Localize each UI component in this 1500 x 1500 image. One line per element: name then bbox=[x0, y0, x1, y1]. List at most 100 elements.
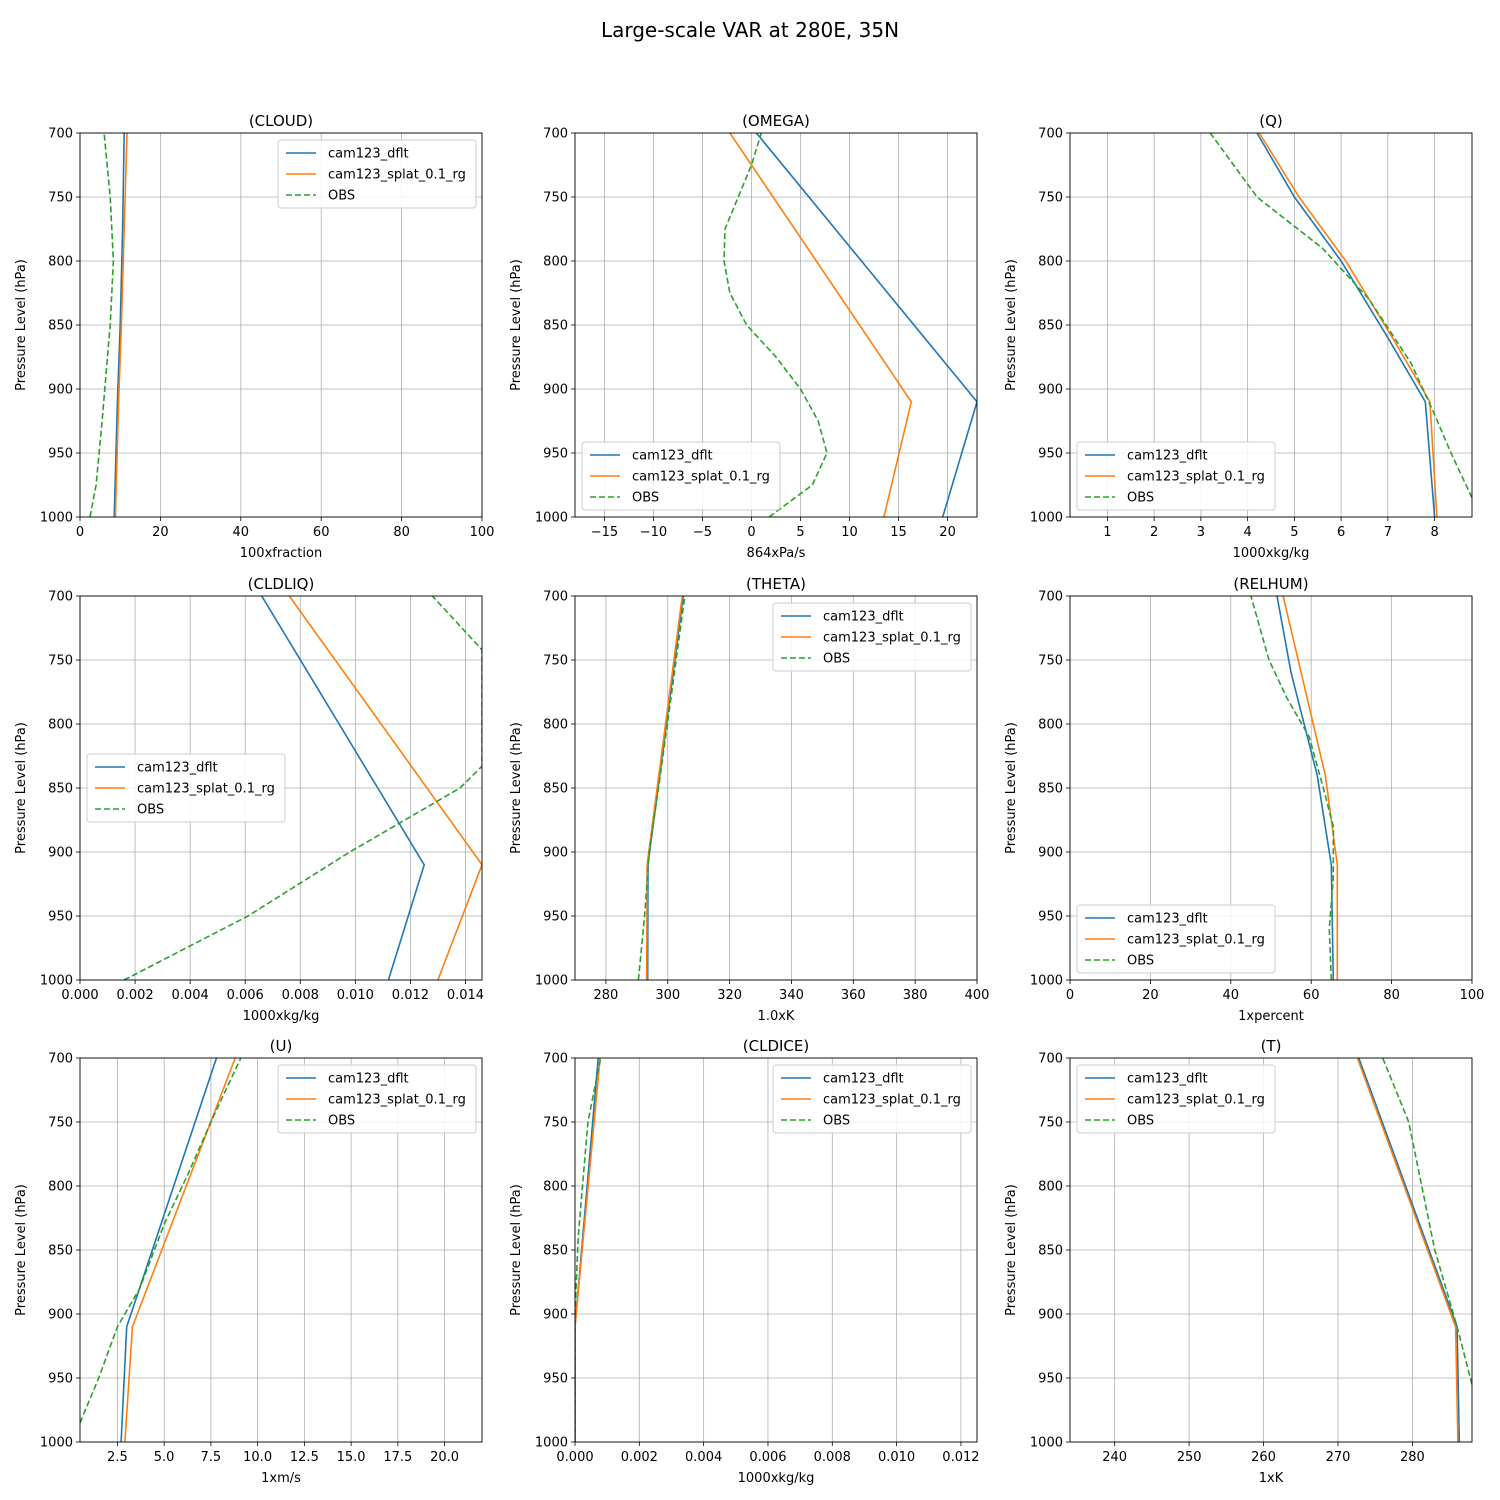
y-tick-label: 900 bbox=[1038, 1308, 1063, 1323]
y-tick-label: 900 bbox=[1038, 846, 1063, 861]
y-tick-label: 700 bbox=[48, 590, 73, 605]
y-tick-label: 1000 bbox=[40, 511, 73, 526]
x-tick-label: 0.012 bbox=[392, 988, 429, 1003]
y-tick-label: 950 bbox=[543, 447, 568, 462]
legend-label-2: cam123_splat_0.1_rg bbox=[1127, 470, 1265, 485]
x-tick-label: 60 bbox=[313, 525, 330, 540]
y-tick-label: 700 bbox=[1038, 590, 1063, 605]
legend-label-3: OBS bbox=[328, 1114, 355, 1129]
x-axis-label: 1xm/s bbox=[261, 1471, 301, 1486]
legend-label-3: OBS bbox=[137, 803, 164, 818]
legend: cam123_dflt cam123_splat_0.1_rg OBS bbox=[1076, 904, 1276, 974]
x-tick-label: 0 bbox=[76, 525, 84, 540]
series-line-1 bbox=[1256, 133, 1436, 517]
y-tick-label: 1000 bbox=[40, 974, 73, 989]
series-line-2 bbox=[288, 596, 482, 980]
series-line-3 bbox=[1209, 133, 1472, 499]
x-tick-label: 0.004 bbox=[172, 988, 209, 1003]
legend-box bbox=[772, 602, 972, 672]
y-axis-label: Pressure Level (hPa) bbox=[1004, 259, 1019, 391]
panel-7: 2.5 5.0 7.5 10.0 12.5 15.0 17.5 20.0 700 750 800 85… bbox=[14, 1037, 483, 1486]
x-axis-label: 1000xkg/kg bbox=[243, 1009, 320, 1024]
panels: 0 20 40 60 80 1007007508008509009501000(CLOUD… bbox=[14, 112, 1484, 1486]
x-tick-label: 0.002 bbox=[116, 988, 153, 1003]
x-tick-label: 0 bbox=[1066, 988, 1074, 1003]
x-tick-label: 7 bbox=[1384, 525, 1392, 540]
x-axis-label: 864xPa/s bbox=[747, 546, 806, 561]
x-axis-label: 1xK bbox=[1259, 1471, 1284, 1486]
x-tick-label: 270 bbox=[1326, 1450, 1351, 1465]
x-tick-label: 20 bbox=[152, 525, 169, 540]
y-axis-label: Pressure Level (hPa) bbox=[509, 1184, 524, 1316]
legend-box bbox=[277, 139, 477, 209]
plot-frame bbox=[574, 132, 978, 518]
legend-label-3: OBS bbox=[1127, 954, 1154, 969]
y-axis-label: Pressure Level (hPa) bbox=[14, 259, 29, 391]
legend-box bbox=[86, 753, 286, 823]
y-tick-label: 1000 bbox=[535, 974, 568, 989]
y-tick-label: 1000 bbox=[1030, 511, 1063, 526]
x-tick-label: 4 bbox=[1243, 525, 1251, 540]
x-tick-label: 20.0 bbox=[430, 1450, 459, 1465]
x-tick-label: 320 bbox=[717, 988, 742, 1003]
plot-frame bbox=[1069, 132, 1473, 518]
legend-label-2: cam123_splat_0.1_rg bbox=[1127, 933, 1265, 948]
panel-title: (RELHUM) bbox=[1233, 575, 1308, 593]
panel-title: (T) bbox=[1261, 1037, 1282, 1055]
x-tick-label: 240 bbox=[1102, 1450, 1127, 1465]
y-tick-label: 950 bbox=[1038, 910, 1063, 925]
y-tick-label: 850 bbox=[1038, 1244, 1063, 1259]
x-tick-label: 0.012 bbox=[942, 1450, 979, 1465]
plot-frame bbox=[79, 132, 483, 518]
legend-label-2: cam123_splat_0.1_rg bbox=[137, 782, 275, 797]
series-line-1 bbox=[261, 596, 426, 980]
legend-box bbox=[581, 441, 781, 511]
series-line-2 bbox=[729, 133, 913, 517]
x-tick-label: 10 bbox=[841, 525, 858, 540]
y-tick-label: 950 bbox=[1038, 1372, 1063, 1387]
y-tick-label: 1000 bbox=[40, 1436, 73, 1451]
y-tick-label: 900 bbox=[48, 383, 73, 398]
legend-box bbox=[277, 1064, 477, 1134]
legend-label-3: OBS bbox=[1127, 491, 1154, 506]
y-tick-label: 700 bbox=[1038, 127, 1063, 142]
x-tick-label: 250 bbox=[1177, 1450, 1202, 1465]
y-axis-label: Pressure Level (hPa) bbox=[509, 722, 524, 854]
y-tick-label: 800 bbox=[48, 1180, 73, 1195]
x-tick-label: 80 bbox=[1383, 988, 1400, 1003]
x-tick-label: 0.000 bbox=[556, 1450, 593, 1465]
series-line-3 bbox=[123, 596, 482, 980]
x-tick-label: 5.0 bbox=[154, 1450, 175, 1465]
x-tick-label: 8 bbox=[1430, 525, 1438, 540]
y-tick-label: 700 bbox=[543, 590, 568, 605]
panel-title: (Q) bbox=[1259, 112, 1283, 130]
panel-6: 0 20 40 60 80 100 700 750 800 850 900 950 1000 (RELHU… bbox=[1004, 575, 1484, 1024]
y-tick-label: 800 bbox=[1038, 1180, 1063, 1195]
y-axis-label: Pressure Level (hPa) bbox=[1004, 722, 1019, 854]
y-tick-label: 750 bbox=[48, 1116, 73, 1131]
legend: cam123_dflt cam123_splat_0.1_rg OBS bbox=[277, 1064, 477, 1134]
x-tick-label: 2 bbox=[1150, 525, 1158, 540]
figure-title: Large-scale VAR at 280E, 35N bbox=[601, 18, 899, 42]
series-line-3 bbox=[1381, 1058, 1472, 1385]
y-tick-label: 750 bbox=[1038, 1116, 1063, 1131]
series-line-1 bbox=[113, 133, 125, 517]
x-tick-label: 100 bbox=[1460, 988, 1485, 1003]
x-tick-label: 10.0 bbox=[243, 1450, 272, 1465]
y-tick-label: 800 bbox=[48, 718, 73, 733]
y-axis-label: Pressure Level (hPa) bbox=[14, 722, 29, 854]
y-tick-label: 700 bbox=[543, 1052, 568, 1067]
panel-title: (U) bbox=[270, 1037, 293, 1055]
legend: cam123_dflt cam123_splat_0.1_rg OBS bbox=[86, 753, 286, 823]
panel-9: 240 250 260 270 280 700 750 800 850 900 950 1000 (T)… bbox=[1004, 1037, 1473, 1486]
y-tick-label: 900 bbox=[543, 1308, 568, 1323]
y-tick-label: 750 bbox=[1038, 654, 1063, 669]
legend-label-1: cam123_dflt bbox=[1127, 449, 1208, 464]
legend-label-3: OBS bbox=[632, 491, 659, 506]
x-tick-label: 0.006 bbox=[749, 1450, 786, 1465]
x-tick-label: 360 bbox=[841, 988, 866, 1003]
y-tick-label: 850 bbox=[543, 319, 568, 334]
legend-label-1: cam123_dflt bbox=[1127, 912, 1208, 927]
x-tick-label: 340 bbox=[779, 988, 804, 1003]
x-tick-label: 380 bbox=[903, 988, 928, 1003]
